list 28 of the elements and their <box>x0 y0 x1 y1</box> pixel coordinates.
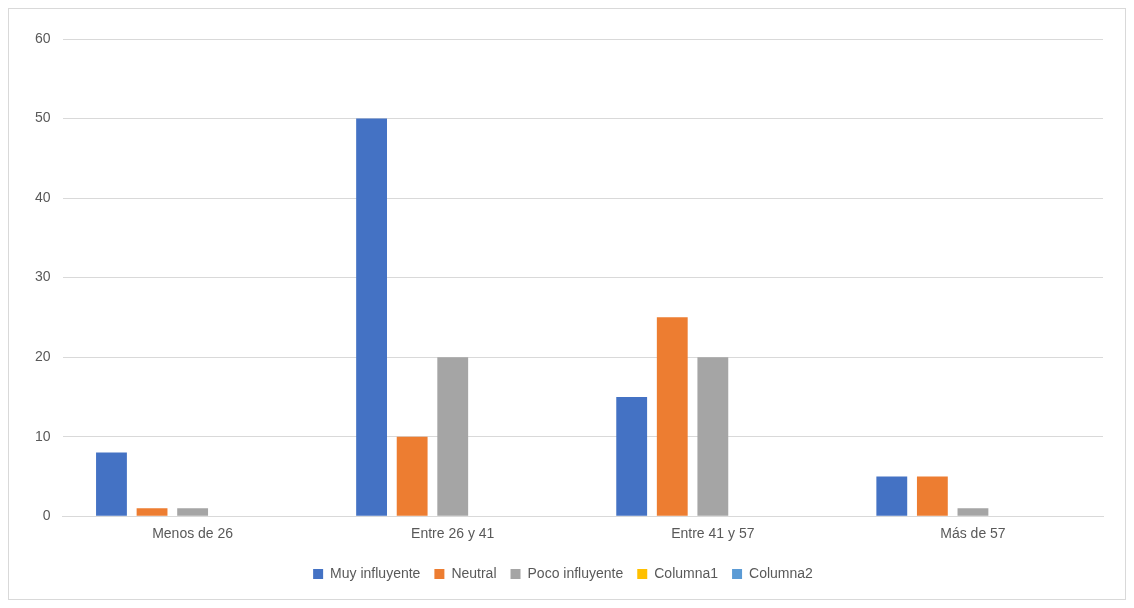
y-tick-label: 20 <box>34 347 51 364</box>
legend-label: Muy influyente <box>330 564 421 581</box>
bar <box>136 508 168 516</box>
x-tick-label: Entre 26 y 41 <box>411 525 495 542</box>
x-tick-label: Más de 57 <box>940 525 1006 542</box>
bar <box>916 476 948 516</box>
bar <box>876 476 908 516</box>
bar <box>96 452 127 516</box>
legend-label: Poco influyente <box>527 564 624 581</box>
bar <box>177 508 209 516</box>
legend-label: Columna2 <box>749 564 814 581</box>
bar <box>616 396 648 516</box>
bar <box>656 317 688 516</box>
bar <box>437 357 469 516</box>
bar <box>697 357 729 516</box>
y-tick-label: 10 <box>34 427 51 444</box>
bar <box>957 508 989 516</box>
legend-label: Neutral <box>451 564 497 581</box>
bar <box>396 436 428 516</box>
y-tick-label: 50 <box>34 109 51 126</box>
bar <box>356 118 387 516</box>
y-tick-label: 0 <box>42 507 51 524</box>
legend-label: Columna1 <box>654 564 719 581</box>
x-tick-label: Menos de 26 <box>152 525 234 542</box>
x-tick-label: Entre 41 y 57 <box>671 525 755 542</box>
y-tick-label: 60 <box>34 29 51 46</box>
y-tick-label: 30 <box>34 268 51 285</box>
y-tick-label: 40 <box>34 188 51 205</box>
